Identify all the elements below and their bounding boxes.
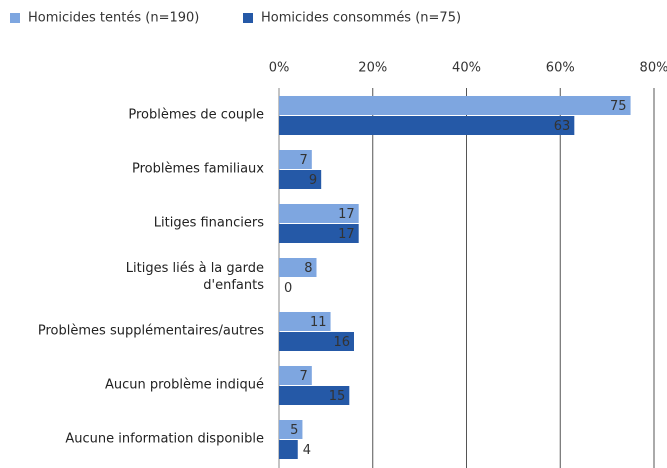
data-label: 7 [300,153,308,168]
legend-label: Homicides tentés (n=190) [28,11,199,26]
bar [279,116,575,135]
bar [279,204,359,223]
data-label: 11 [310,315,327,330]
category-label: Problèmes familiaux [132,161,264,177]
x-tick-label: 0% [269,61,290,76]
x-tick-label: 60% [546,61,575,76]
data-label: 15 [329,389,346,404]
category-label: Aucun problème indiqué [104,377,264,393]
legend-swatch [243,13,253,23]
data-label: 0 [284,281,292,296]
data-label: 17 [338,207,355,222]
bar [279,170,322,189]
data-label: 17 [338,227,355,242]
category-label: Aucune information disponible [65,431,264,447]
category-label: Problèmes supplémentaires/autres [37,323,264,339]
bar [279,258,317,277]
legend-label: Homicides consommés (n=75) [261,11,461,26]
data-label: 7 [300,369,308,384]
x-tick-label: 20% [358,61,387,76]
bar [279,440,298,459]
x-tick-label: 80% [640,61,667,76]
bar [279,386,350,405]
bar [279,96,631,115]
legend-swatch [10,13,20,23]
data-label: 75 [610,99,627,114]
bar [279,366,312,385]
category-label: Problèmes de couple [128,107,264,123]
data-label: 4 [303,443,311,458]
category-label: Litiges liés à la garde d'enfants [125,261,264,293]
bar [279,332,354,351]
bar [279,150,312,169]
data-label: 5 [290,423,298,438]
bar [279,420,303,439]
bar [279,312,331,331]
data-label: 9 [309,173,317,188]
data-label: 16 [333,335,350,350]
bar [279,224,359,243]
data-label: 63 [554,119,571,134]
category-label: Litiges financiers [153,215,264,231]
data-label: 8 [304,261,312,276]
x-tick-label: 40% [452,61,481,76]
